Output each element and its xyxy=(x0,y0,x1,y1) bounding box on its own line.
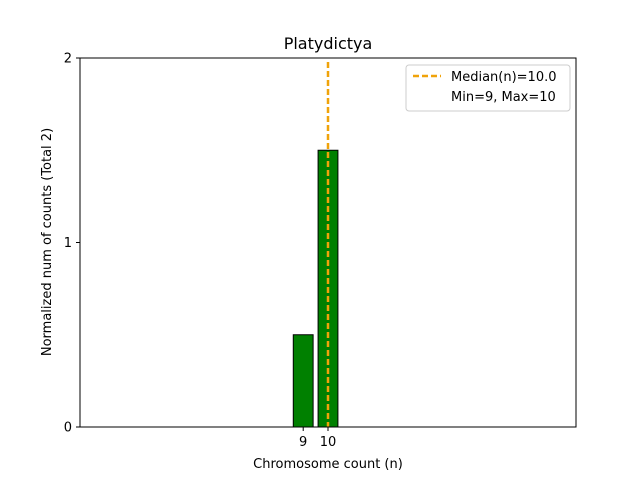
x-axis-label: Chromosome count (n) xyxy=(253,457,403,472)
legend-median-label: Median(n)=10.0 xyxy=(451,70,557,85)
chart-title: Platydictya xyxy=(284,34,373,53)
y-axis-label: Normalized num of counts (Total 2) xyxy=(40,128,55,356)
y-tick-label-0: 0 xyxy=(64,421,72,436)
y-tick-label-2: 2 xyxy=(64,52,72,67)
legend-box xyxy=(405,64,571,112)
legend-minmax-label: Min=9, Max=10 xyxy=(451,90,556,105)
legend: Median(n)=10.0 Min=9, Max=10 xyxy=(405,64,571,112)
bar-9 xyxy=(292,334,314,428)
y-tick-label-1: 1 xyxy=(64,236,72,251)
plot-area: 0 1 2 9 10 xyxy=(64,52,339,450)
x-tick-label-10: 10 xyxy=(320,435,337,450)
x-tick-label-9: 9 xyxy=(299,435,307,450)
plot-frame xyxy=(79,57,577,428)
